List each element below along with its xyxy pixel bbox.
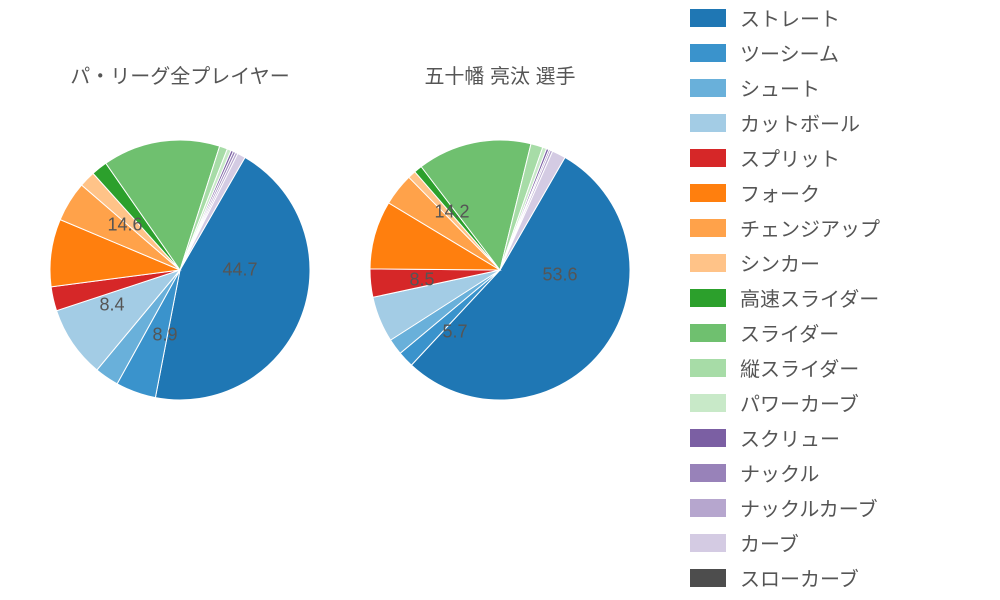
legend-swatch	[690, 44, 726, 62]
legend-swatch	[690, 394, 726, 412]
legend-item: シュート	[690, 70, 990, 105]
legend-item: スクリュー	[690, 420, 990, 455]
legend-label: 縦スライダー	[740, 353, 859, 382]
legend-label: フォーク	[740, 178, 820, 207]
pie-svg	[360, 130, 640, 410]
legend-item: シンカー	[690, 245, 990, 280]
legend-swatch	[690, 184, 726, 202]
legend-item: ツーシーム	[690, 35, 990, 70]
legend-swatch	[690, 79, 726, 97]
legend-label: ストレート	[740, 3, 840, 32]
legend: ストレートツーシームシュートカットボールスプリットフォークチェンジアップシンカー…	[690, 0, 990, 595]
legend-item: ストレート	[690, 0, 990, 35]
legend-item: スローカーブ	[690, 560, 990, 595]
pie-holder: 44.78.98.414.6	[40, 130, 320, 410]
legend-label: カットボール	[740, 108, 860, 137]
legend-item: 高速スライダー	[690, 280, 990, 315]
legend-label: パワーカーブ	[740, 388, 859, 417]
legend-item: カットボール	[690, 105, 990, 140]
legend-swatch	[690, 149, 726, 167]
legend-item: スライダー	[690, 315, 990, 350]
legend-item: パワーカーブ	[690, 385, 990, 420]
legend-swatch	[690, 359, 726, 377]
legend-label: スプリット	[740, 143, 840, 172]
legend-item: ナックル	[690, 455, 990, 490]
legend-swatch	[690, 464, 726, 482]
legend-swatch	[690, 289, 726, 307]
legend-label: スクリュー	[740, 423, 840, 452]
legend-swatch	[690, 254, 726, 272]
legend-item: スプリット	[690, 140, 990, 175]
legend-swatch	[690, 114, 726, 132]
legend-label: ナックル	[740, 458, 819, 487]
chart-title: パ・リーグ全プレイヤー	[20, 60, 340, 89]
legend-label: チェンジアップ	[740, 213, 880, 242]
legend-item: チェンジアップ	[690, 210, 990, 245]
legend-swatch	[690, 324, 726, 342]
legend-swatch	[690, 219, 726, 237]
legend-label: 高速スライダー	[740, 283, 879, 312]
legend-swatch	[690, 9, 726, 27]
legend-swatch	[690, 569, 726, 587]
pie-chart-1: 五十幡 亮汰 選手 53.65.78.514.2	[340, 0, 660, 600]
legend-label: ナックルカーブ	[740, 493, 878, 522]
legend-label: シュート	[740, 73, 820, 102]
legend-label: ツーシーム	[740, 38, 839, 67]
legend-swatch	[690, 534, 726, 552]
root: パ・リーグ全プレイヤー 44.78.98.414.6 五十幡 亮汰 選手 53.65.…	[0, 0, 1000, 600]
legend-swatch	[690, 499, 726, 517]
legend-swatch	[690, 429, 726, 447]
pie-svg	[40, 130, 320, 410]
legend-label: シンカー	[740, 248, 820, 277]
pie-chart-0: パ・リーグ全プレイヤー 44.78.98.414.6	[20, 0, 340, 600]
legend-item: フォーク	[690, 175, 990, 210]
legend-item: カーブ	[690, 525, 990, 560]
pie-holder: 53.65.78.514.2	[360, 130, 640, 410]
legend-label: スライダー	[740, 318, 839, 347]
legend-label: スローカーブ	[740, 563, 859, 592]
legend-label: カーブ	[740, 528, 799, 557]
legend-item: ナックルカーブ	[690, 490, 990, 525]
legend-item: 縦スライダー	[690, 350, 990, 385]
chart-title: 五十幡 亮汰 選手	[340, 60, 660, 89]
